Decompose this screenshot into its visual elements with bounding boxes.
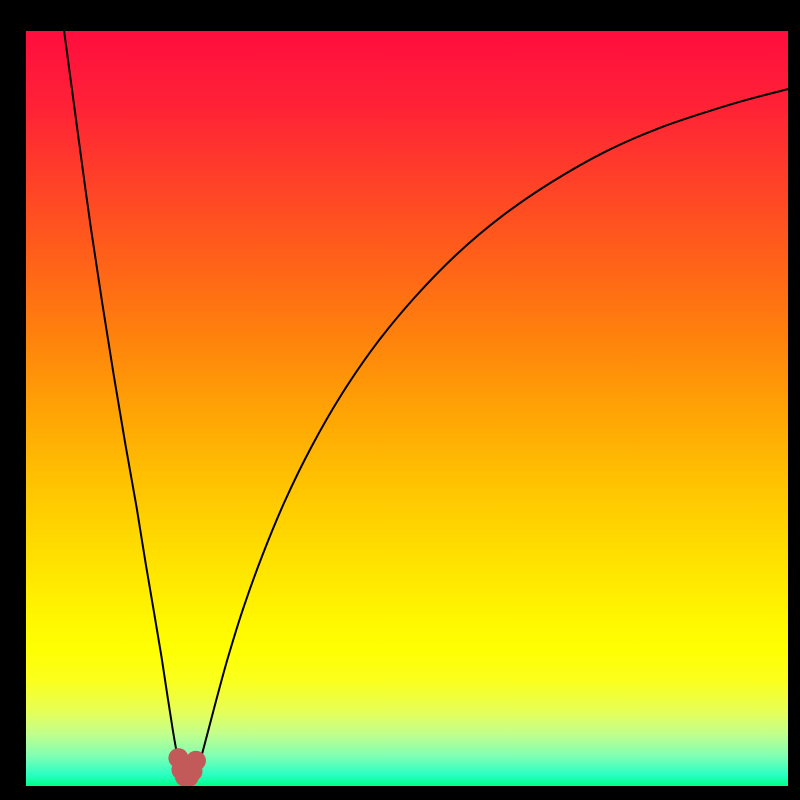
chart-frame: TheBottleneck.com (0, 0, 800, 800)
chart-svg (26, 31, 788, 786)
chart-background (26, 31, 788, 786)
border-right (788, 0, 800, 800)
border-top (0, 0, 800, 31)
plot-area (26, 31, 788, 786)
border-left (0, 0, 26, 800)
optimal-marker (186, 751, 206, 771)
border-bottom (0, 786, 800, 800)
